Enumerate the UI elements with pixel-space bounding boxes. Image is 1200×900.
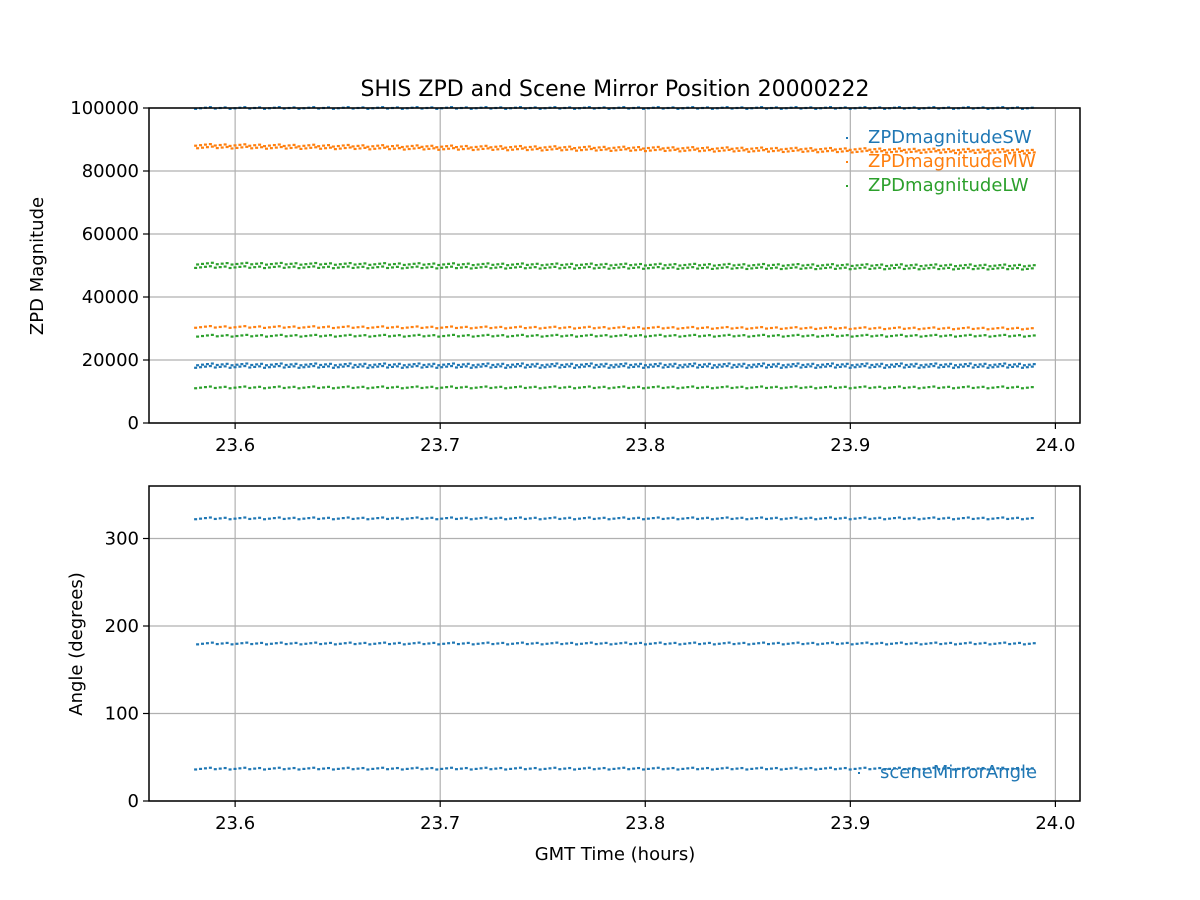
angle-y-tick-label: 200 [105,616,139,637]
legend-marker-ZPDmagnitudeLW [846,185,848,187]
series-sceneMirrorAngle-level-0 [194,766,1034,771]
zpd-ticks: 23.6 23.7 23.8 23.9 24.0 0 20000 40000 60000 8000… [70,98,1075,456]
legend-marker-sceneMirrorAngle [858,772,860,774]
zpd-x-tick-label: 23.7 [420,435,460,456]
legend-label-ZPDmagnitudeSW: ZPDmagnitudeSW [868,127,1032,148]
zpd-x-tick-label: 23.6 [215,435,255,456]
angle-y-tick-label: 0 [128,791,139,812]
series-ZPDmagnitudeLW-level-2 [194,265,1034,271]
zpd-y-tick-label: 40000 [82,287,139,308]
angle-x-tick-label: 23.8 [625,813,665,834]
series-ZPDmagnitudeMW-level-2 [194,142,1034,153]
series-ZPDmagnitudeLW-level-3 [196,261,1036,268]
zpd-y-tick-label: 80000 [82,161,139,182]
x-axis-label: GMT Time (hours) [535,844,696,865]
zpd-x-tick-label: 23.9 [830,435,870,456]
angle-plot-frame [148,485,1081,802]
series-ZPDmagnitudeMW-level-0 [194,325,1034,331]
zpd-y-tick-label: 20000 [82,350,139,371]
series-sceneMirrorAngle-level-2 [194,516,1034,521]
series-ZPDmagnitudeSW-level-0 [194,364,1034,369]
angle-data-points [194,516,1036,771]
series-ZPDmagnitudeSW-level-1 [196,362,1036,367]
legend-marker-ZPDmagnitudeMW [846,161,848,163]
zpd-y-tick-label: 100000 [70,98,139,119]
angle-legend: sceneMirrorAngle [858,762,1037,783]
zpd-magnitude-panel: 23.6 23.7 23.8 23.9 24.0 0 20000 40000 60000 8000… [27,98,1081,456]
legend-label-ZPDmagnitudeLW: ZPDmagnitudeLW [868,175,1029,196]
angle-ticks: 23.6 23.7 23.8 23.9 24.0 0 100 200 300 [105,529,1076,835]
zpd-x-tick-label: 23.8 [625,435,665,456]
chart-title: SHIS ZPD and Scene Mirror Position 20000… [360,77,869,102]
legend-marker-ZPDmagnitudeSW [846,137,848,139]
series-ZPDmagnitudeMW-level-1 [196,145,1036,155]
angle-x-tick-label: 23.6 [215,813,255,834]
angle-x-tick-label: 24.0 [1035,813,1075,834]
series-ZPDmagnitudeLW-level-1 [196,333,1036,338]
zpd-y-tick-label: 0 [128,413,139,434]
angle-x-tick-label: 23.9 [830,813,870,834]
zpd-y-axis-label: ZPD Magnitude [27,197,48,335]
zpd-y-tick-label: 60000 [82,224,139,245]
angle-y-axis-label: Angle (degrees) [66,572,87,715]
zpd-plot-frame [148,107,1081,424]
angle-x-tick-label: 23.7 [420,813,460,834]
series-sceneMirrorAngle-level-1 [196,641,1036,646]
series-ZPDmagnitudeLW-level-0 [194,385,1034,390]
legend-label-ZPDmagnitudeMW: ZPDmagnitudeMW [868,151,1036,172]
angle-y-tick-label: 300 [105,529,139,550]
angle-y-tick-label: 100 [105,704,139,725]
zpd-legend: ZPDmagnitudeSW ZPDmagnitudeMW ZPDmagnitude… [846,127,1036,196]
zpd-x-tick-label: 24.0 [1035,435,1075,456]
legend-label-sceneMirrorAngle: sceneMirrorAngle [880,762,1037,783]
mirror-angle-panel: 23.6 23.7 23.8 23.9 24.0 0 100 200 300 Angle (de… [66,485,1081,865]
